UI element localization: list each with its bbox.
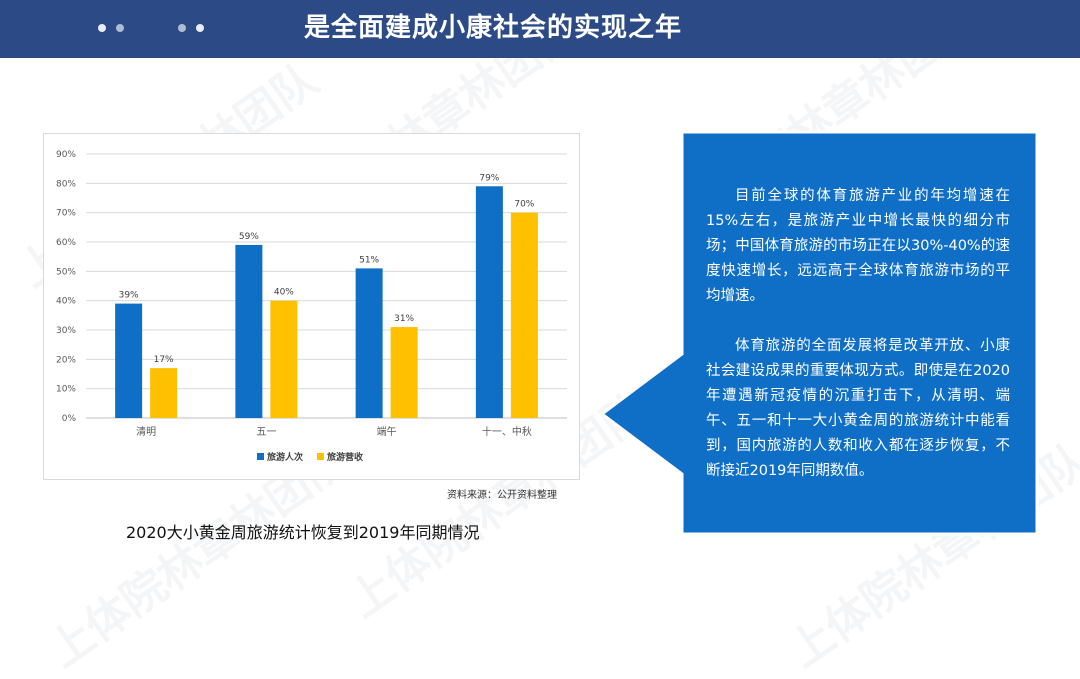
data-label: 31%: [394, 314, 414, 324]
bar-revenue: [150, 368, 178, 418]
x-tick-label: 十一、中秋: [482, 425, 532, 438]
bar-visits: [235, 244, 263, 418]
x-tick-label: 五一: [256, 427, 276, 438]
y-tick-label: 30%: [56, 326, 76, 336]
y-tick-label: 60%: [56, 238, 76, 248]
header-band-right: [778, 0, 1080, 58]
bar-revenue: [270, 300, 298, 418]
bar-revenue: [390, 327, 418, 418]
legend-label: 旅游营收: [327, 451, 363, 463]
header-band-left: [0, 0, 302, 58]
callout-paragraph-1: 目前全球的体育旅游产业的年均增速在15%左右，是旅游产业中增长最快的细分市场；中…: [706, 188, 1010, 304]
page-title: 是全面建成小康社会的实现之年: [304, 13, 683, 43]
chart-panel: 0% 10% 20% 30% 40% 50% 60% 70% 80% 90% 39% 17% 清明 59%…: [43, 133, 580, 480]
y-tick-label: 70%: [56, 209, 76, 219]
y-tick-label: 20%: [56, 355, 76, 365]
source-note: 资料来源：公开资料整理: [447, 490, 557, 501]
header-decoration: [98, 18, 238, 40]
y-tick-label: 10%: [56, 385, 76, 395]
y-tick-label: 0%: [62, 414, 77, 424]
callout-text: 目前全球的体育旅游产业的年均增速在15%左右，是旅游产业中增长最快的细分市场；中…: [706, 184, 1010, 484]
y-tick-label: 40%: [56, 297, 76, 307]
data-label: 70%: [514, 200, 534, 210]
x-tick-label: 清明: [136, 425, 156, 438]
legend-swatch: [257, 453, 264, 460]
callout-paragraph-2: 体育旅游的全面发展将是改革开放、小康社会建设成果的重要体现方式。即使是在2020…: [706, 338, 1010, 479]
data-label: 40%: [274, 288, 294, 298]
data-label: 39%: [119, 291, 139, 301]
bar-visits: [355, 268, 383, 418]
bar-visits: [475, 186, 503, 418]
chart-caption: 2020大小黄金周旅游统计恢复到2019年同期情况: [126, 523, 480, 542]
data-label: 17%: [154, 355, 174, 365]
bar-chart: 0% 10% 20% 30% 40% 50% 60% 70% 80% 90% 39% 17% 清明 59%…: [56, 150, 567, 463]
data-label: 79%: [479, 173, 499, 183]
y-tick-label: 90%: [56, 150, 76, 160]
y-tick-label: 80%: [56, 179, 76, 189]
data-label: 59%: [239, 232, 259, 242]
x-tick-label: 端午: [377, 425, 397, 438]
bar-revenue: [510, 212, 538, 418]
title-plate: [302, 0, 778, 58]
callout-box: [600, 130, 1039, 536]
y-tick-label: 50%: [56, 267, 76, 277]
data-label: 51%: [359, 255, 379, 265]
legend-swatch: [317, 453, 324, 460]
bar-visits: [115, 303, 143, 418]
legend-label: 旅游人次: [267, 451, 303, 463]
